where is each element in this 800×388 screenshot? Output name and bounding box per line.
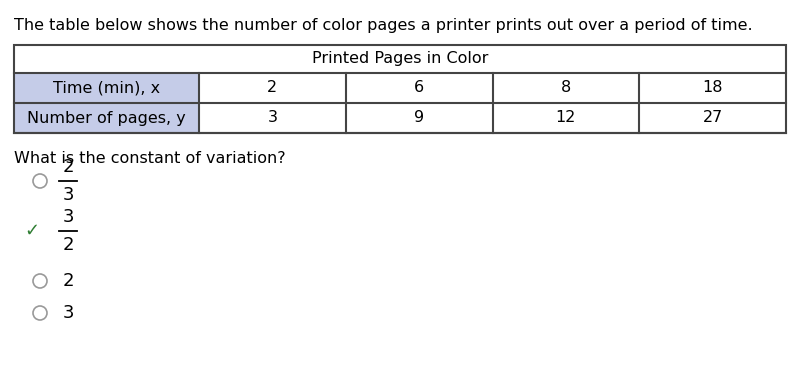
Text: 2: 2 [267,80,278,95]
Text: 2: 2 [62,236,74,254]
Text: What is the constant of variation?: What is the constant of variation? [14,151,286,166]
Text: ✓: ✓ [25,222,39,240]
Text: 8: 8 [561,80,571,95]
Text: Printed Pages in Color: Printed Pages in Color [312,52,488,66]
Text: 9: 9 [414,111,424,125]
Text: 12: 12 [556,111,576,125]
Text: 2: 2 [62,158,74,176]
Text: Number of pages, y: Number of pages, y [27,111,186,125]
Text: 2: 2 [62,272,74,290]
Text: 27: 27 [702,111,722,125]
Text: The table below shows the number of color pages a printer prints out over a peri: The table below shows the number of colo… [14,18,753,33]
Text: 3: 3 [267,111,278,125]
Text: 3: 3 [62,186,74,204]
Text: 6: 6 [414,80,424,95]
Text: 18: 18 [702,80,723,95]
Text: 3: 3 [62,304,74,322]
Text: Time (min), x: Time (min), x [53,80,160,95]
Bar [14,45,786,133]
Bar [14,73,199,103]
Bar [14,103,199,133]
Text: 3: 3 [62,208,74,226]
